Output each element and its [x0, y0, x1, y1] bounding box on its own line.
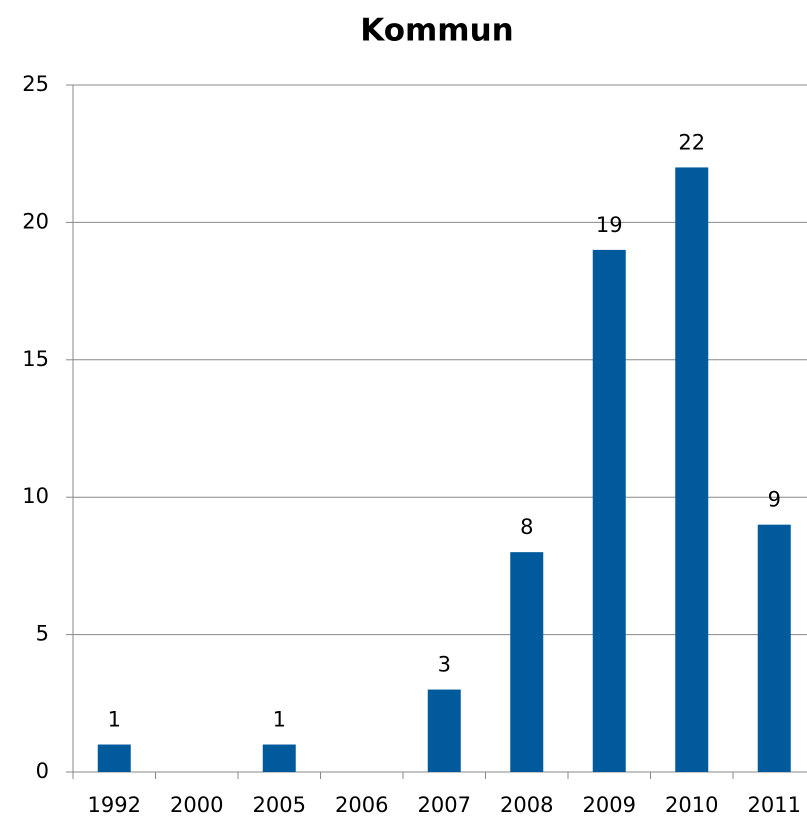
x-tick-label: 2005: [253, 793, 306, 817]
data-label: 1: [273, 708, 286, 732]
data-label: 9: [768, 488, 781, 512]
x-tick-label: 1992: [88, 793, 141, 817]
data-label: 8: [520, 515, 533, 539]
x-tick-label: 2010: [665, 793, 718, 817]
data-label: 1: [108, 708, 121, 732]
x-tick-label: 2009: [583, 793, 636, 817]
bar: [675, 167, 709, 772]
data-label: 19: [596, 213, 623, 237]
x-tick-label: 2007: [418, 793, 471, 817]
x-tick-label: 2011: [748, 793, 801, 817]
y-tick-label: 0: [36, 759, 49, 783]
bar: [262, 744, 296, 772]
y-tick-label: 20: [22, 209, 49, 233]
data-label: 3: [438, 653, 451, 677]
y-tick-label: 25: [22, 72, 49, 96]
bar: [97, 744, 131, 772]
x-tick-label: 2006: [335, 793, 388, 817]
data-label: 22: [678, 130, 705, 154]
x-tick-label: 2000: [170, 793, 223, 817]
x-tick-label: 2008: [500, 793, 553, 817]
y-tick-label: 15: [22, 347, 49, 371]
chart-title: Kommun: [360, 13, 514, 49]
y-tick-label: 10: [22, 484, 49, 508]
y-tick-label: 5: [36, 622, 49, 646]
bar: [757, 524, 791, 772]
bar: [592, 249, 626, 772]
bar: [427, 689, 461, 772]
bar: [510, 552, 544, 772]
